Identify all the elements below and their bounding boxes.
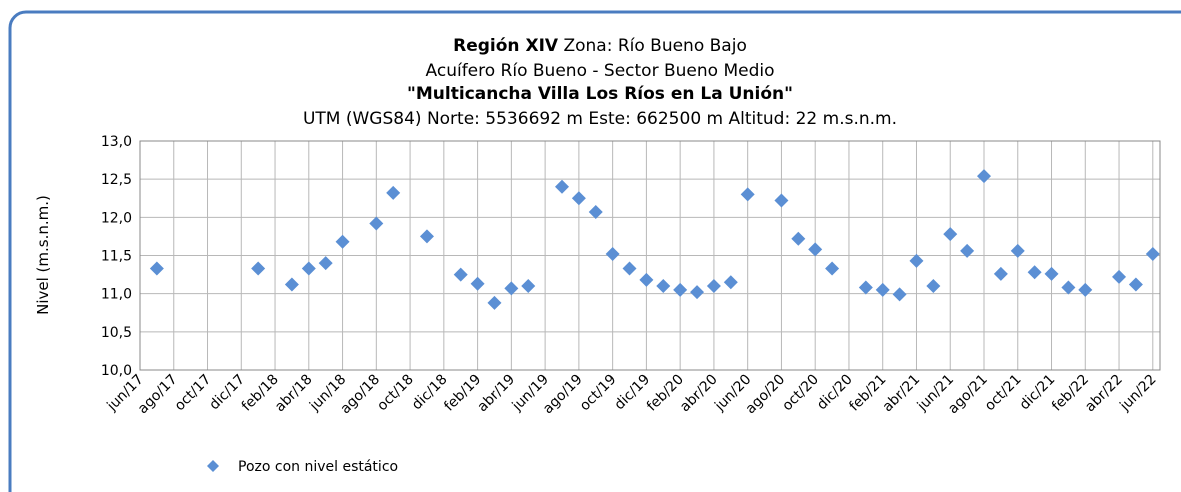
marker [808,242,823,257]
x-tick-label: oct/19 [577,372,620,415]
marker [875,282,890,297]
x-tick-label: abr/19 [475,372,519,416]
marker [791,231,806,246]
y-tick-label: 13,0 [101,134,132,150]
y-tick-label: 10,0 [101,363,132,379]
marker [825,261,840,276]
marker [1061,280,1076,295]
marker [1112,269,1127,284]
marker [656,279,671,294]
station: "Multicancha Villa Los Ríos en La Unión" [407,84,793,104]
x-tick-label: abr/22 [1082,372,1126,416]
marker [740,187,755,202]
x-tick-label: jun/22 [1116,372,1159,415]
marker [470,276,485,291]
marker [909,253,924,268]
x-tick-label: abr/20 [677,372,721,416]
marker [571,191,586,206]
marker [555,179,569,194]
y-tick-label: 10,5 [101,325,132,341]
marker [284,277,299,292]
y-tick-label: 12,0 [101,210,132,226]
plot-border [139,140,1161,371]
x-tick-label: abr/21 [880,372,924,416]
marker [622,261,637,276]
marker [251,261,266,276]
marker [386,185,401,200]
marker [369,216,384,231]
x-tick-label: abr/18 [272,372,316,416]
marker [926,279,941,294]
marker [487,295,502,310]
marker [504,281,519,296]
x-tick-label: oct/17 [172,372,215,415]
subtitle: Acuífero Río Bueno - Sector Bueno Medio [426,61,775,81]
location: UTM (WGS84) Norte: 5536692 m Este: 66250… [303,109,897,129]
marker [774,193,789,208]
marker [639,272,654,287]
marker [723,275,738,290]
marker [149,261,164,276]
y-tick-label: 11,5 [101,249,132,265]
marker [858,280,873,295]
marker [521,279,536,294]
marker [1044,266,1059,281]
marker [1128,277,1143,292]
title-region: Región XIV [453,36,559,56]
marker [673,282,688,297]
marker [453,267,468,282]
marker [1078,282,1093,297]
marker [1010,243,1025,258]
legend-label: Pozo con nivel estático [238,459,398,475]
title-zone: Zona: Río Bueno Bajo [563,36,746,56]
marker [892,287,907,302]
y-axis-label: Nivel (m.s.n.m.) [34,195,52,315]
marker [1145,246,1160,261]
chart-title: Región XIV Zona: Río Bueno Bajo [453,36,747,56]
x-tick-label: oct/20 [779,372,822,415]
marker [301,261,316,276]
x-tick-label: oct/18 [374,372,417,415]
marker [690,285,705,300]
marker [706,279,721,294]
y-tick-label: 11,0 [101,287,132,303]
marker [318,256,333,271]
marker [1027,265,1042,280]
frame [8,10,1181,492]
marker [960,243,975,258]
marker [605,246,620,261]
legend-marker [207,460,219,472]
marker [419,229,434,244]
marker [335,234,350,249]
marker [993,266,1008,281]
marker [588,204,603,219]
marker [977,169,991,184]
y-tick-label: 12,5 [101,172,132,188]
marker [943,227,958,242]
x-tick-label: oct/21 [982,372,1025,415]
